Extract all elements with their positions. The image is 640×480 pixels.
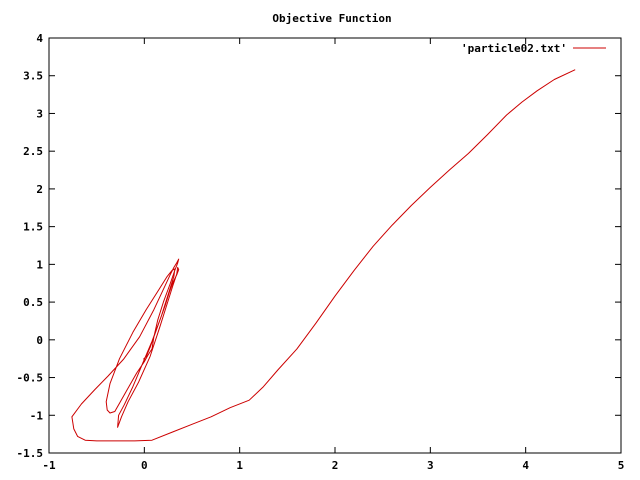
x-tick-label: -1 — [42, 459, 56, 472]
x-tick-label: 3 — [427, 459, 434, 472]
series-line — [71, 69, 576, 442]
y-tick-label: -0.5 — [17, 372, 44, 385]
y-tick-label: 2.5 — [23, 145, 43, 158]
y-axis: -1.5 -1 -0.5 0 0.5 1 1.5 2 2.5 3 3.5 4 — [17, 32, 621, 460]
x-tick-label: 4 — [522, 459, 529, 472]
y-tick-label: -1 — [30, 409, 44, 422]
x-tick-label: 2 — [332, 459, 339, 472]
y-tick-label: -1.5 — [17, 447, 44, 460]
x-axis: -1 0 1 2 3 4 5 — [42, 38, 624, 472]
y-tick-label: 0.5 — [23, 296, 43, 309]
legend: 'particle02.txt' — [461, 42, 606, 55]
y-tick-label: 3 — [36, 107, 43, 120]
y-tick-label: 0 — [36, 334, 43, 347]
x-tick-label: 1 — [236, 459, 243, 472]
series-layer — [71, 69, 576, 442]
y-tick-label: 4 — [36, 32, 43, 45]
y-tick-label: 2 — [36, 183, 43, 196]
chart-title: Objective Function — [272, 12, 391, 25]
x-tick-label: 5 — [618, 459, 625, 472]
y-tick-label: 1 — [36, 258, 43, 271]
y-tick-label: 1.5 — [23, 221, 43, 234]
y-tick-label: 3.5 — [23, 70, 43, 83]
x-tick-label: 0 — [141, 459, 148, 472]
legend-label: 'particle02.txt' — [461, 42, 567, 55]
